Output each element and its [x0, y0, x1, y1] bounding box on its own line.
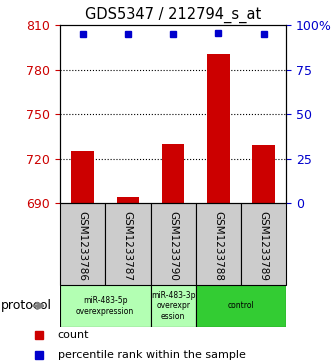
- Text: miR-483-3p
overexpr
ession: miR-483-3p overexpr ession: [151, 291, 195, 321]
- Bar: [241, 203, 286, 285]
- Bar: [60, 285, 151, 327]
- Text: GSM1233788: GSM1233788: [213, 211, 223, 281]
- Text: protocol: protocol: [1, 299, 52, 312]
- Bar: [71, 151, 94, 203]
- Bar: [151, 285, 196, 327]
- Bar: [105, 203, 151, 285]
- Text: GSM1233790: GSM1233790: [168, 211, 178, 281]
- Bar: [196, 203, 241, 285]
- Bar: [117, 197, 139, 203]
- Bar: [60, 203, 105, 285]
- Text: miR-483-5p
overexpression: miR-483-5p overexpression: [76, 296, 134, 315]
- Title: GDS5347 / 212794_s_at: GDS5347 / 212794_s_at: [85, 7, 261, 23]
- Bar: [196, 285, 286, 327]
- Text: percentile rank within the sample: percentile rank within the sample: [58, 350, 246, 360]
- Text: count: count: [58, 330, 89, 340]
- Text: GSM1233786: GSM1233786: [78, 211, 88, 281]
- Bar: [151, 203, 196, 285]
- Text: control: control: [228, 301, 254, 310]
- Bar: [207, 54, 230, 203]
- Bar: [252, 146, 275, 203]
- Bar: [162, 144, 184, 203]
- Text: GSM1233789: GSM1233789: [259, 211, 269, 281]
- Text: GSM1233787: GSM1233787: [123, 211, 133, 281]
